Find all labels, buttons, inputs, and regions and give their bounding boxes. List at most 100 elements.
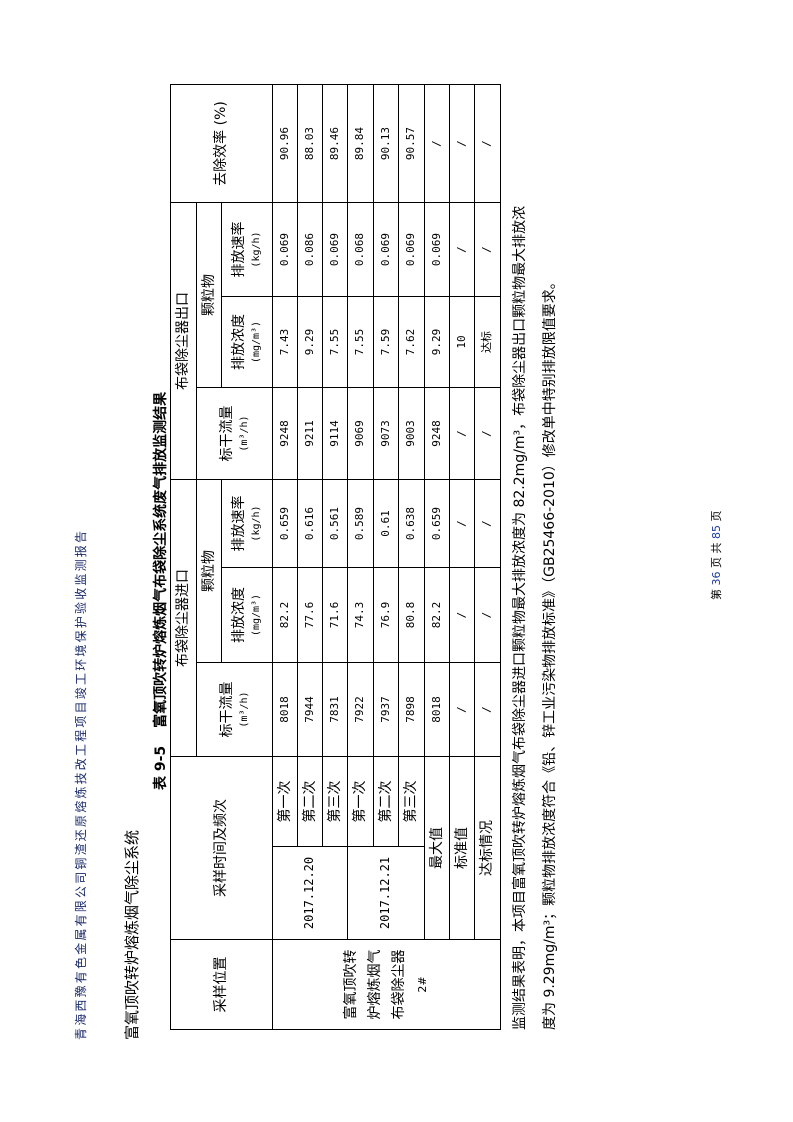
- location-line: 富氧顶吹转: [342, 949, 359, 1020]
- label: 页 共: [710, 542, 723, 569]
- header-location: 采样位置: [170, 939, 273, 1030]
- table-cell: 7831: [322, 662, 348, 757]
- freq-cell: 第三次: [322, 756, 348, 847]
- table-cell: 82.2: [272, 567, 298, 663]
- table-cell: /: [449, 387, 475, 480]
- header-outlet: 布袋除尘器出口: [170, 202, 197, 480]
- header-outlet-flow: 标干流量 (m³/h): [196, 387, 273, 480]
- table-cell: 7.55: [322, 296, 348, 388]
- date-cell: 2017.12.20: [272, 846, 348, 940]
- table-cell: /: [474, 567, 501, 663]
- table-cell: 7.55: [347, 296, 374, 388]
- table-cell: 9003: [398, 387, 425, 480]
- table-cell: 7944: [297, 662, 323, 757]
- freq-cell: 第一次: [272, 756, 298, 847]
- table-cell: 0.069: [373, 202, 399, 297]
- label: 排放浓度: [231, 314, 248, 370]
- table-cell: 0.086: [297, 202, 323, 297]
- table-cell: /: [449, 84, 475, 203]
- location-line: 布袋除尘器: [390, 949, 407, 1020]
- header-inlet-flow: 标干流量 (m³/h): [196, 662, 273, 757]
- table-cell: 90.13: [373, 84, 399, 203]
- unit: (kg/h): [251, 505, 263, 542]
- table-cell: 82.2: [424, 567, 450, 663]
- table-cell: 0.616: [297, 479, 323, 568]
- current-page: 36: [710, 571, 723, 586]
- table-cell: /: [474, 387, 501, 480]
- table-cell: 7937: [373, 662, 399, 757]
- header-time-freq: 采样时间及频次: [170, 756, 273, 940]
- note-line: 度为 9.29mg/m³；颗粒物排放浓度符合《铅、锌工业污染物排放标准》（GB2…: [542, 275, 558, 1030]
- freq-cell: 第一次: [347, 756, 374, 847]
- table-cell: 0.659: [272, 479, 298, 568]
- header-efficiency: 去除效率 (%): [170, 84, 273, 203]
- table-cell: 9248: [272, 387, 298, 480]
- table-cell: 10: [449, 296, 475, 388]
- table-cell: 0.068: [347, 202, 374, 297]
- note-line: 监测结果表明，本项目富氧顶吹转炉熔炼烟气布袋除尘器进口颗粒物最大排放浓度为 82…: [512, 205, 528, 1030]
- unit: (m³/h): [238, 415, 250, 452]
- table-cell: /: [474, 479, 501, 568]
- label: 排放速率: [231, 221, 248, 278]
- table-cell: 9248: [424, 387, 450, 480]
- freq-cell: 第二次: [297, 756, 323, 847]
- table-cell: 90.57: [398, 84, 425, 203]
- unit: (mg/m³): [251, 320, 263, 364]
- table-cell: /: [449, 662, 475, 757]
- table-cell: 0.638: [398, 479, 425, 568]
- table-cell: 0.069: [398, 202, 425, 297]
- table-cell: 74.3: [347, 567, 374, 663]
- label: 排放速率: [231, 495, 248, 552]
- table-cell: 7.43: [272, 296, 298, 388]
- header-outlet-particulate: 颗粒物: [196, 202, 222, 388]
- header-inlet-rate: 排放速率 (kg/h): [221, 479, 273, 568]
- freq-cell: 第三次: [398, 756, 425, 847]
- table-cell: 7.62: [398, 296, 425, 388]
- table-cell: /: [449, 479, 475, 568]
- page-number: 第 36 页 共 85 页: [708, 511, 724, 601]
- table-cell: 7922: [347, 662, 374, 757]
- label: 标干流量: [218, 405, 235, 462]
- header-outlet-rate: 排放速率 (kg/h): [221, 202, 273, 297]
- table-cell: 9.29: [297, 296, 323, 388]
- table-cell: 90.96: [272, 84, 298, 203]
- unit: (mg/m³): [251, 593, 263, 637]
- date-cell: 2017.12.21: [347, 846, 425, 940]
- label: 页: [710, 510, 723, 522]
- label: 第: [710, 589, 723, 600]
- table-cell: 71.6: [322, 567, 348, 663]
- table-number: 表 9-5: [153, 745, 169, 790]
- summary-label: 标准值: [449, 756, 475, 940]
- report-header: 青海西豫有色金属有限公司铜渣还原熔炼技改工程项目竣工环境保护验收监测报告: [74, 528, 88, 1040]
- location-line: 炉熔炼烟气: [366, 949, 383, 1020]
- freq-cell: 第二次: [373, 756, 399, 847]
- table-cell: 9211: [297, 387, 323, 480]
- summary-label: 达标情况: [474, 756, 501, 940]
- table-caption: 表 9-5 富氧顶吹转炉熔炼烟气布袋除尘系统废气排放监测结果: [150, 374, 170, 790]
- total-pages: 85: [710, 525, 723, 539]
- location-cell: 富氧顶吹转 炉熔炼烟气 布袋除尘器 2#: [272, 939, 501, 1030]
- table-cell: /: [474, 84, 501, 203]
- header-inlet: 布袋除尘器进口: [170, 479, 197, 757]
- table-cell: 9114: [322, 387, 348, 480]
- table-cell: 7898: [398, 662, 425, 757]
- table-cell: /: [474, 662, 501, 757]
- label: 标干流量: [218, 681, 235, 738]
- unit: (m³/h): [238, 691, 250, 728]
- summary-row: 最大值 8018 82.2 0.659 9248 9.29 0.069/: [424, 84, 450, 1030]
- table-cell: 0.659: [424, 479, 450, 568]
- table-cell: 9.29: [424, 296, 450, 388]
- conclusion-notes: 监测结果表明，本项目富氧顶吹转炉熔炼烟气布袋除尘器进口颗粒物最大排放浓度为 82…: [505, 80, 565, 1030]
- label: 排放浓度: [231, 587, 248, 643]
- section-subtitle: 富氧顶吹转炉熔炼烟气除尘系统: [123, 829, 141, 1040]
- table-cell: 7.59: [373, 296, 399, 388]
- header-inlet-conc: 排放浓度 (mg/m³): [221, 567, 273, 663]
- table-cell: 8018: [272, 662, 298, 757]
- table-title: 富氧顶吹转炉熔炼烟气布袋除尘系统废气排放监测结果: [153, 391, 169, 728]
- table-cell: 76.9: [373, 567, 399, 663]
- table-cell: 达标: [474, 296, 501, 388]
- results-table: 采样位置 采样时间及频次 布袋除尘器进口 布袋除尘器出口 去除效率 (%) 标干…: [170, 84, 501, 1030]
- table-cell: 0.589: [347, 479, 374, 568]
- table-cell: 8018: [424, 662, 450, 757]
